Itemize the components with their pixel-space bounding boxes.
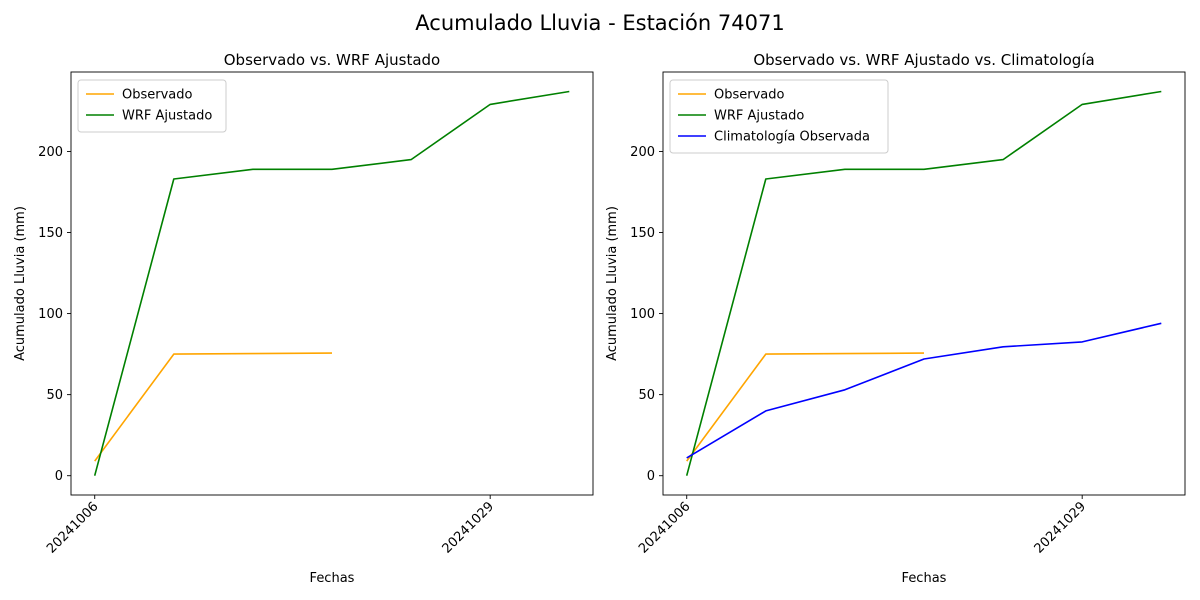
legend-entry: Observado (122, 88, 193, 103)
y-axis-label: Acumulado Lluvia (mm) (13, 206, 28, 361)
panel-title: Observado vs. WRF Ajustado (224, 51, 440, 69)
series-line-wrf-ajustado (93, 90, 570, 476)
y-tick-label: 200 (38, 145, 63, 160)
legend-entry: Observado (714, 88, 785, 103)
y-tick-label: 0 (55, 469, 63, 484)
x-axis-label: Fechas (902, 571, 947, 586)
chart-panel-1: Observado vs. WRF Ajustado 0 50 100 150 200 20… (13, 51, 594, 586)
x-tick-label: 20241006 (44, 499, 101, 556)
panel-title: Observado vs. WRF Ajustado vs. Climatolo… (753, 51, 1094, 69)
y-axis-label: Acumulado Lluvia (mm) (605, 206, 620, 361)
series-line-observado (686, 352, 925, 462)
plot-area-frame (70, 71, 594, 496)
y-tick-label: 50 (46, 388, 63, 403)
y-tick-label: 0 (647, 469, 655, 484)
legend-box (77, 79, 227, 133)
x-tick-label: 20241006 (636, 499, 693, 556)
legend: Observado WRF Ajustado Climatología Observ… (669, 79, 889, 154)
legend: Observado WRF Ajustado (77, 79, 227, 133)
legend-entry: WRF Ajustado (122, 109, 212, 124)
legend-entry: Climatología Observada (714, 130, 870, 145)
x-tick-label: 20241029 (1032, 499, 1089, 556)
y-tick-label: 100 (630, 307, 655, 322)
figure-title: Acumulado Lluvia - Estación 74071 (415, 11, 784, 35)
series-line-observado (94, 352, 333, 462)
series-line-wrf-ajustado (685, 90, 1162, 476)
x-tick-label: 20241029 (440, 499, 497, 556)
y-tick-label: 150 (38, 226, 63, 241)
x-axis-label: Fechas (310, 571, 355, 586)
legend-entry: WRF Ajustado (714, 109, 804, 124)
series-line-climatología-observada (686, 322, 1162, 459)
plot-area-frame (662, 71, 1186, 496)
y-tick-label: 200 (630, 145, 655, 160)
y-tick-label: 150 (630, 226, 655, 241)
legend-box (669, 79, 889, 154)
y-tick-label: 50 (638, 388, 655, 403)
y-tick-label: 100 (38, 307, 63, 322)
chart-panel-2: Observado vs. WRF Ajustado vs. Climatolo… (605, 51, 1186, 586)
